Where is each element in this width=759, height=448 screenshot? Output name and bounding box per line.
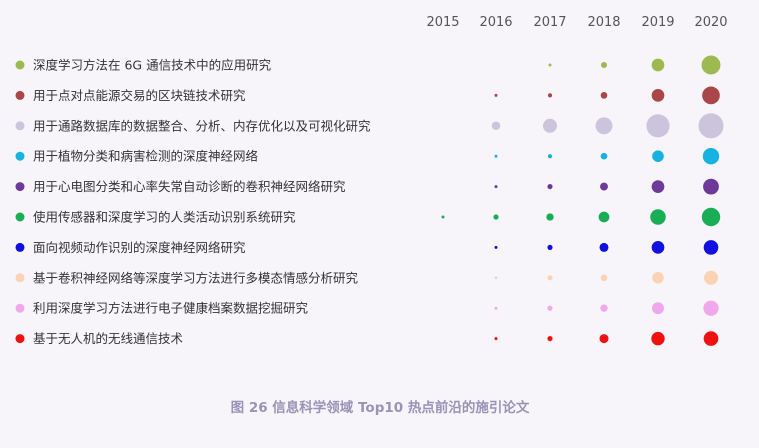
row-label: 用于点对点能源交易的区块链技术研究 — [33, 88, 246, 103]
bubble-2018 — [599, 334, 609, 344]
bubble-2017 — [547, 184, 553, 190]
bubble-2018 — [600, 182, 608, 191]
chart-row: 用于点对点能源交易的区块链技术研究 — [15, 86, 720, 105]
row-label: 利用深度学习方法进行电子健康档案数据挖掘研究 — [33, 301, 309, 316]
bubble-2017 — [547, 93, 553, 98]
legend-dot — [15, 90, 25, 100]
bubble-2017 — [547, 305, 553, 311]
bubble-2016 — [493, 214, 499, 220]
row-label: 用于植物分类和病害检测的深度神经网络 — [33, 149, 259, 164]
chart-row: 用于通路数据库的数据整合、分析、内存优化以及可视化研究 — [15, 113, 724, 139]
row-label: 面向视频动作识别的深度神经网络研究 — [33, 240, 246, 255]
year-axis: 2015 2016 2017 2018 2019 2020 — [426, 15, 727, 30]
bubble-2019 — [651, 89, 665, 102]
legend-dot — [15, 273, 25, 283]
bubble-2020 — [703, 178, 719, 195]
bubble-2018 — [600, 92, 608, 99]
row-label: 基于无人机的无线通信技术 — [33, 331, 184, 346]
row-label: 深度学习方法在 6G 通信技术中的应用研究 — [33, 58, 272, 73]
bubble-2019 — [650, 209, 666, 225]
bubble-2018 — [600, 274, 608, 282]
chart-rows: 深度学习方法在 6G 通信技术中的应用研究用于点对点能源交易的区块链技术研究用于… — [15, 55, 724, 346]
legend-dot — [15, 303, 25, 313]
legend-dot — [15, 182, 25, 192]
chart-row: 基于卷积神经网络等深度学习方法进行多模态情感分析研究 — [15, 270, 719, 285]
year-label-2017: 2017 — [533, 15, 566, 30]
chart-row: 基于无人机的无线通信技术 — [15, 331, 719, 346]
bubble-2016 — [494, 185, 498, 189]
bubble-2020 — [702, 86, 720, 105]
chart-row: 面向视频动作识别的深度神经网络研究 — [15, 240, 719, 255]
bubble-2019 — [652, 302, 664, 315]
bubble-2016 — [491, 121, 501, 131]
bubble-2018 — [600, 304, 608, 312]
bubble-2016 — [494, 93, 498, 97]
legend-dot — [15, 60, 25, 70]
year-label-2015: 2015 — [426, 15, 459, 30]
bubble-2018 — [601, 62, 607, 68]
legend-dot — [15, 121, 25, 131]
bubble-2017 — [542, 118, 558, 133]
bubble-2019 — [651, 58, 665, 72]
bubble-2017 — [547, 275, 553, 281]
year-label-2019: 2019 — [641, 15, 674, 30]
bubble-2020 — [703, 300, 719, 316]
row-label: 使用传感器和深度学习的人类活动识别系统研究 — [33, 210, 296, 225]
year-label-2020: 2020 — [694, 15, 727, 30]
bubble-2016 — [494, 276, 498, 280]
bubble-2019 — [651, 180, 665, 193]
bubble-2015 — [441, 215, 445, 219]
bubble-2016 — [494, 245, 498, 249]
legend-dot — [15, 242, 25, 252]
bubble-2017 — [547, 336, 553, 342]
bubble-2018 — [599, 242, 609, 252]
bubble-2017 — [548, 63, 552, 67]
bubble-2018 — [595, 117, 613, 135]
year-label-2018: 2018 — [587, 15, 620, 30]
bubble-2016 — [494, 306, 498, 310]
bubble-2017 — [546, 213, 554, 221]
bubble-2018 — [598, 211, 610, 223]
chart-row: 使用传感器和深度学习的人类活动识别系统研究 — [15, 207, 721, 227]
chart-row: 用于心电图分类和心率失常自动诊断的卷积神经网络研究 — [15, 178, 719, 195]
bubble-2020 — [698, 113, 724, 139]
bubble-2019 — [652, 272, 664, 284]
chart-row: 利用深度学习方法进行电子健康档案数据挖掘研究 — [15, 300, 719, 316]
bubble-2019 — [646, 114, 670, 138]
row-label: 基于卷积神经网络等深度学习方法进行多模态情感分析研究 — [33, 270, 359, 285]
bubble-2019 — [652, 150, 664, 162]
bubble-2017 — [547, 154, 553, 159]
year-label-2016: 2016 — [479, 15, 512, 30]
legend-dot — [15, 212, 25, 222]
bubble-2019 — [651, 241, 665, 254]
bubble-2016 — [494, 337, 498, 341]
row-label: 用于心电图分类和心率失常自动诊断的卷积神经网络研究 — [33, 179, 346, 194]
chart-caption: 图 26 信息科学领域 Top10 热点前沿的施引论文 — [231, 399, 530, 416]
legend-dot — [15, 151, 25, 161]
bubble-2016 — [494, 154, 498, 158]
bubble-2019 — [651, 331, 665, 346]
bubble-2020 — [701, 207, 721, 227]
row-label: 用于通路数据库的数据整合、分析、内存优化以及可视化研究 — [33, 118, 371, 133]
bubble-2020 — [703, 270, 719, 285]
bubble-2018 — [600, 152, 608, 160]
bubble-2020 — [703, 331, 719, 346]
bubble-2020 — [703, 240, 719, 255]
legend-dot — [15, 334, 25, 344]
bubble-2017 — [547, 244, 553, 250]
chart-row: 深度学习方法在 6G 通信技术中的应用研究 — [15, 55, 721, 75]
bubble-2020 — [702, 148, 720, 165]
bubble-2020 — [701, 55, 721, 75]
chart-row: 用于植物分类和病害检测的深度神经网络 — [15, 148, 720, 165]
